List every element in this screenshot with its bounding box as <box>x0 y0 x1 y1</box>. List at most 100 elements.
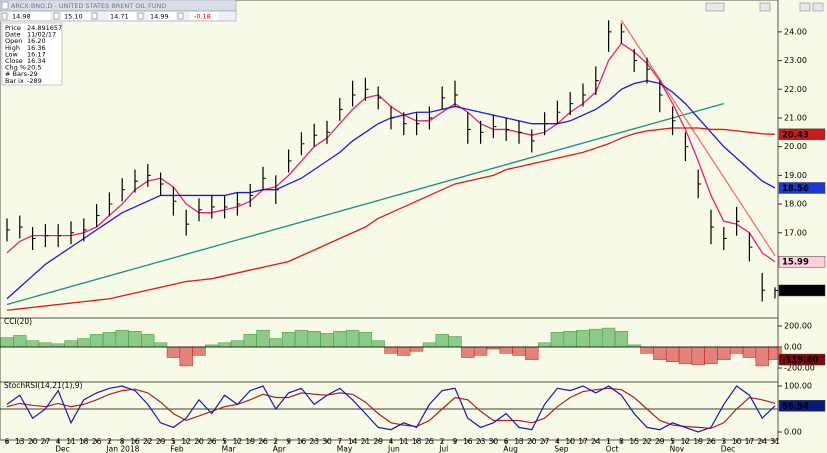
window-icon[interactable] <box>705 2 725 12</box>
x-tick-label: 8 <box>120 437 125 446</box>
x-tick-label: 23 <box>309 437 319 446</box>
month-label: Apr <box>273 445 287 453</box>
x-tick-label: 27 <box>41 437 51 446</box>
cci-bar <box>563 330 577 348</box>
y-tick-label: 24.00 <box>784 27 807 36</box>
cci-bar <box>358 332 373 348</box>
cci-bar <box>665 346 680 362</box>
x-tick-label: 26 <box>92 437 102 446</box>
stoch-panel <box>0 381 779 441</box>
window-icon[interactable] <box>799 2 811 12</box>
month-label: May <box>337 445 353 453</box>
y-tick-label: 17.00 <box>784 228 807 237</box>
y-tick-label: 100.00 <box>784 382 812 391</box>
cci-bar <box>525 346 539 360</box>
panel-label: StochRSI(14,21(1),9) <box>4 381 83 390</box>
value-tag: 20.43 <box>782 130 809 140</box>
cci-bar <box>640 346 654 354</box>
x-tick-label: 15 <box>629 437 639 446</box>
x-tick-label: 13 <box>15 437 25 446</box>
y-tick-label: -200.00 <box>784 364 815 373</box>
cci-bar <box>461 346 475 358</box>
cci-bar <box>473 346 488 356</box>
cci-bar <box>755 346 769 367</box>
value-tag: 15.99 <box>782 258 809 268</box>
month-label: Aug <box>503 445 518 453</box>
value-tag: 18.56 <box>782 184 809 194</box>
month-label: Jun <box>387 445 400 453</box>
cci-bar <box>102 332 117 348</box>
month-label: Jan 2018 <box>105 445 139 453</box>
cci-bar <box>333 330 347 348</box>
x-tick-label: 30 <box>489 437 499 446</box>
x-tick-label: 18 <box>79 437 89 446</box>
field-box <box>10 12 50 20</box>
cci-bar <box>653 346 667 360</box>
x-tick-label: 24 <box>591 437 601 446</box>
info-value: 24.891657 <box>27 24 62 32</box>
window-icon[interactable] <box>812 2 824 12</box>
value-tag: -119.60 <box>782 356 818 366</box>
cci-bar <box>294 329 309 348</box>
x-tick-label: 13 <box>514 437 524 446</box>
icon <box>91 12 98 20</box>
header-change: -0.18 <box>194 13 211 21</box>
info-key: Low <box>5 50 18 58</box>
window-icon[interactable] <box>759 2 771 12</box>
cci-bar <box>256 329 270 348</box>
cci-bar <box>13 335 27 348</box>
cci-bar <box>230 340 245 348</box>
x-tick-label: 21 <box>361 437 371 446</box>
info-key: Date <box>5 31 21 39</box>
x-tick-label: 29 <box>655 437 665 446</box>
info-key: Open <box>5 37 22 45</box>
y-tick-label: 0.00 <box>784 343 802 352</box>
info-value: -289 <box>27 77 42 85</box>
x-tick-label: 14 <box>348 437 358 446</box>
price-panel <box>0 0 779 319</box>
cci-bar <box>576 329 590 348</box>
x-tick-label: 25 <box>425 437 435 446</box>
moving-average <box>6 127 776 311</box>
month-label: Sep <box>554 445 568 453</box>
x-tick-label: 24 <box>757 437 767 446</box>
month-label: Nov <box>670 445 685 453</box>
field-box <box>190 12 218 20</box>
header-close: 14.99 <box>150 13 169 21</box>
x-tick-label: 16 <box>130 437 140 446</box>
x-tick-label: 23 <box>476 437 486 446</box>
info-value: 11/02/17 <box>27 31 56 39</box>
cci-bar <box>742 346 757 358</box>
cci-bar <box>141 334 155 348</box>
field-box <box>148 12 176 20</box>
trendline <box>6 102 724 306</box>
value-tag-box <box>778 284 826 297</box>
cci-bar <box>38 342 53 348</box>
x-tick-label: 30 <box>322 437 332 446</box>
x-tick-label: 4 <box>389 437 394 446</box>
x-tick-label: 31 <box>770 437 780 446</box>
x-tick-label: 11 <box>66 437 76 446</box>
x-tick-label: 16 <box>463 437 473 446</box>
icon <box>53 12 60 20</box>
cci-bar <box>64 340 78 348</box>
x-tick-label: 29 <box>373 437 383 446</box>
info-key: Chg % <box>5 64 26 72</box>
cci-bar <box>499 346 513 354</box>
cci-bar <box>448 336 462 348</box>
value-tag-box <box>778 182 826 194</box>
month-label: Mar <box>222 445 237 453</box>
x-tick-label: 12 <box>681 437 691 446</box>
y-tick-label: 19.00 <box>784 171 807 180</box>
month-label: Oct <box>606 445 619 453</box>
month-label: Feb <box>170 445 184 453</box>
cci-bar <box>115 329 129 348</box>
cci-bar <box>422 342 437 348</box>
x-tick-label: 20 <box>194 437 204 446</box>
cci-bar <box>320 333 334 348</box>
info-key: Close <box>5 57 23 65</box>
cci-bar <box>269 338 283 348</box>
x-tick-label: 4 <box>555 437 560 446</box>
x-tick-label: 17 <box>578 437 588 446</box>
x-tick-label: 5 <box>171 437 176 446</box>
